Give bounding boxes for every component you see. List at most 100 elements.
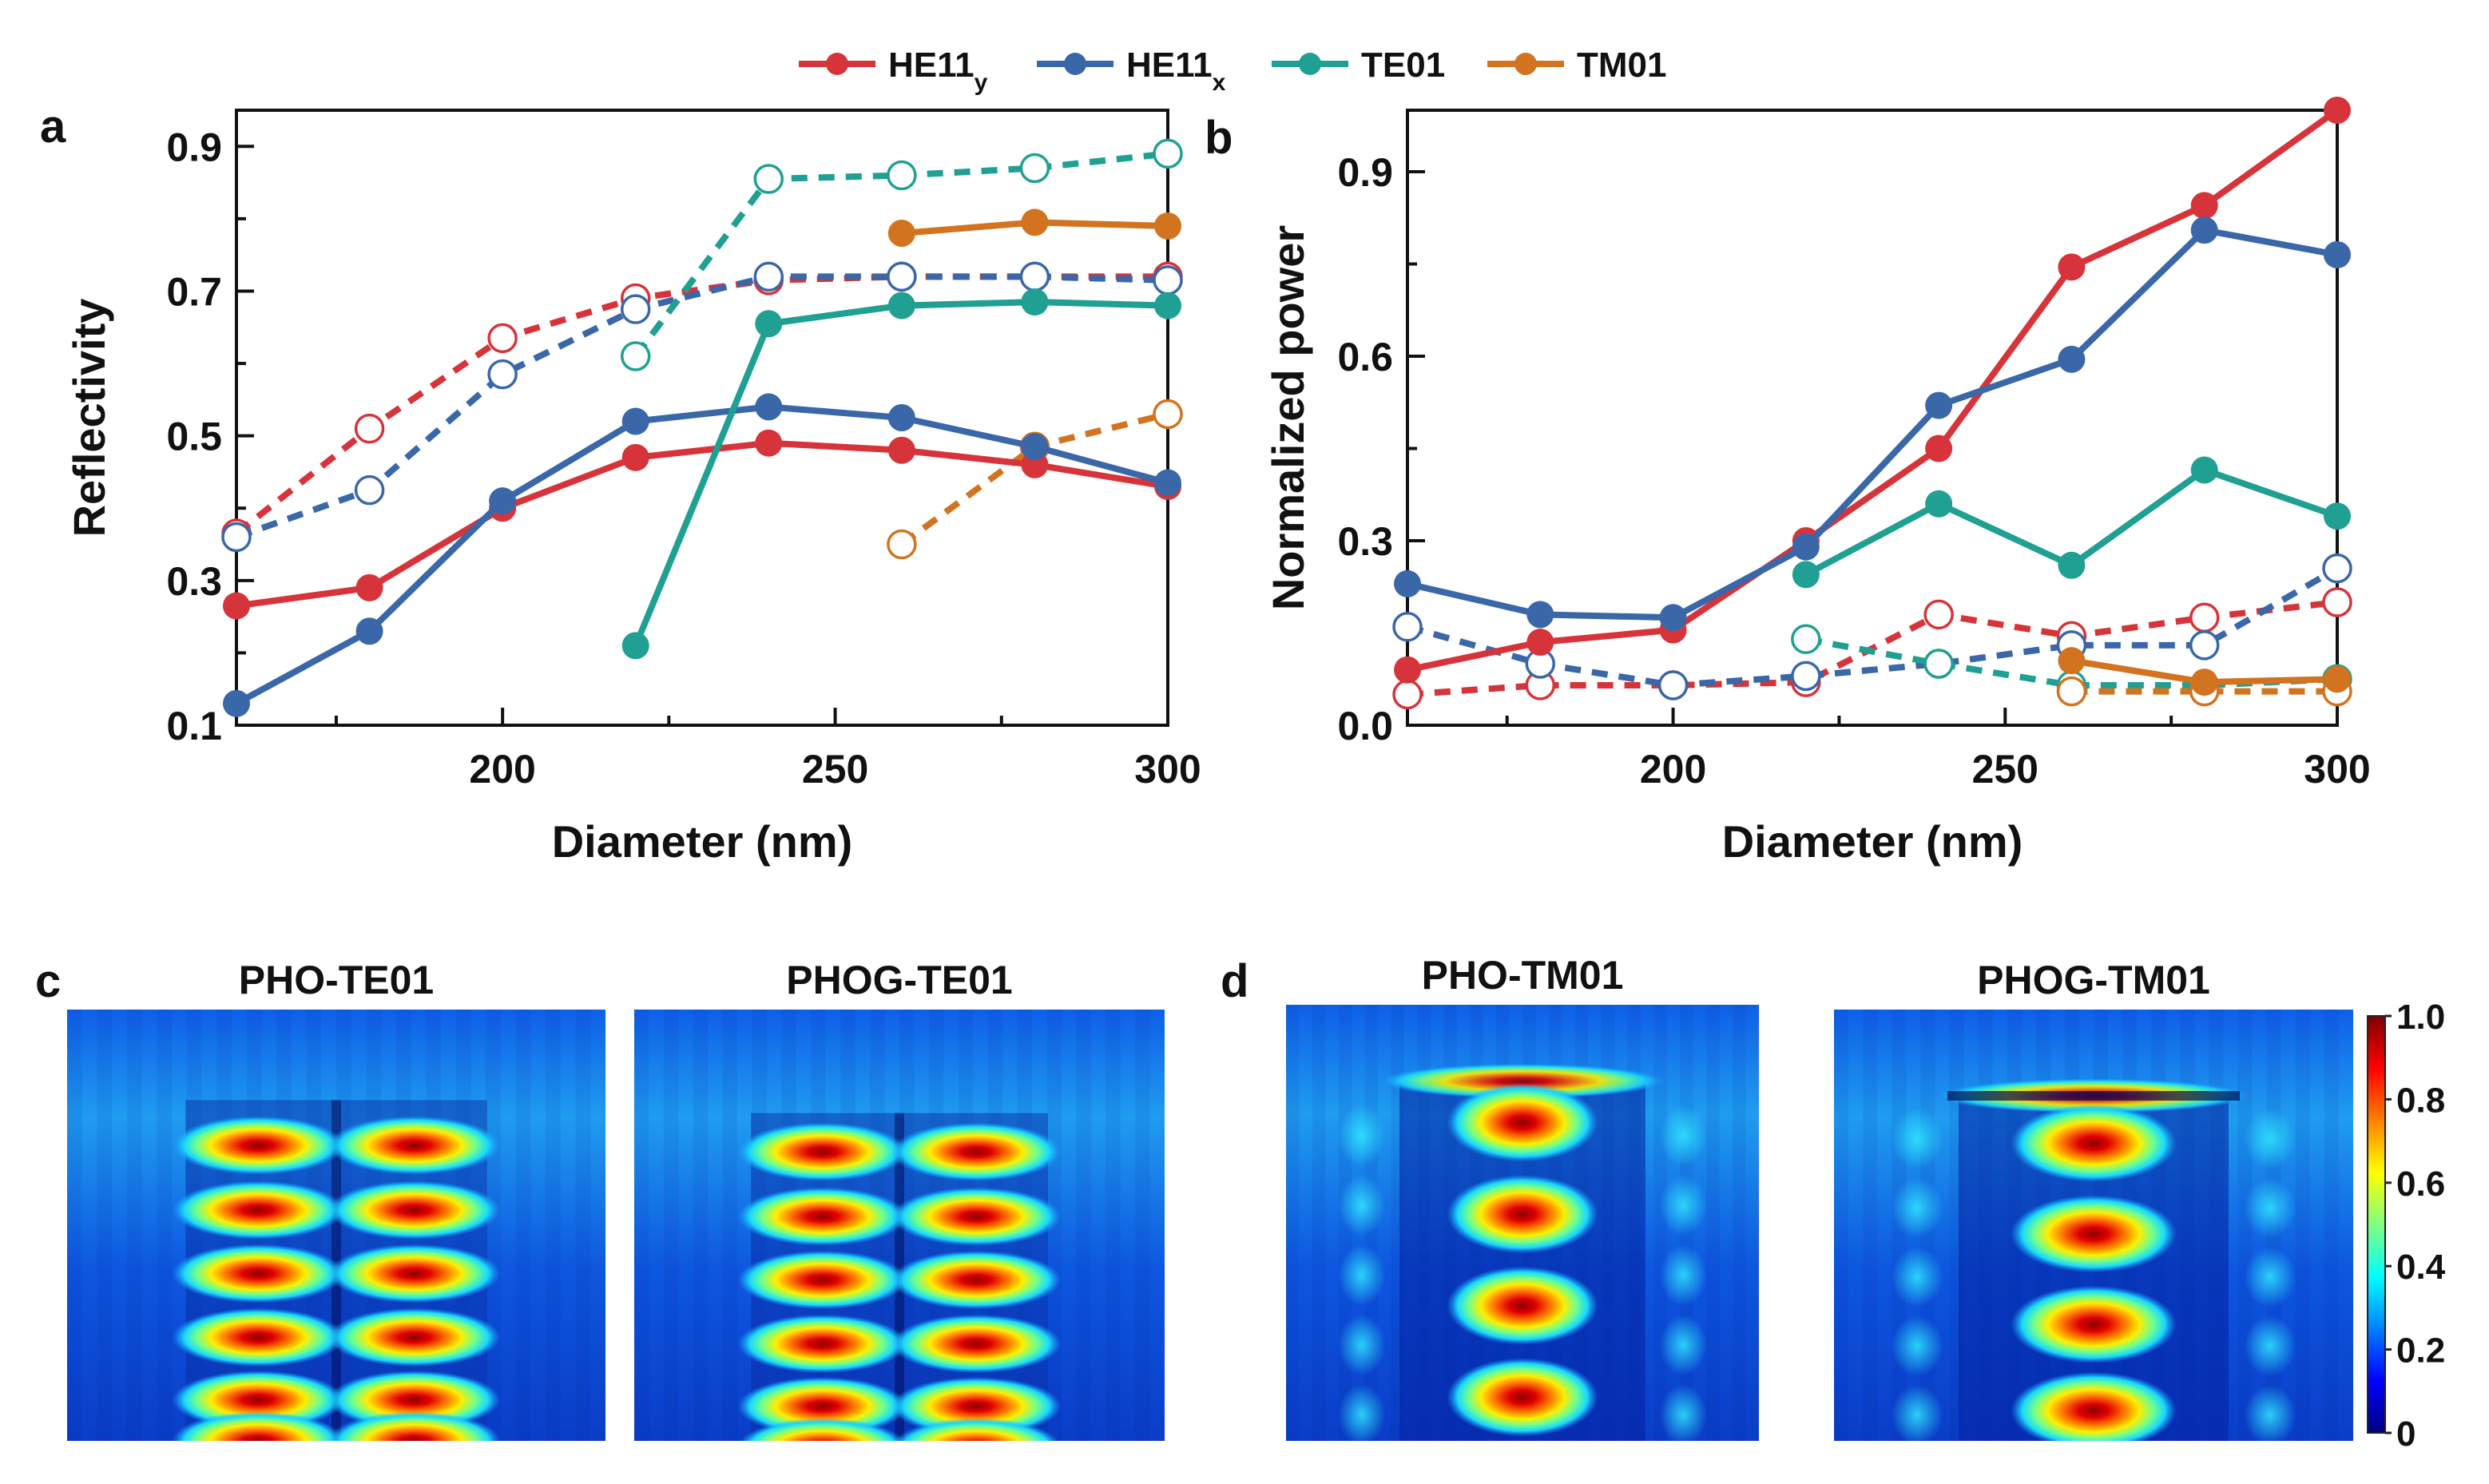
field-lobe (2011, 1104, 2177, 1182)
data-point (1021, 433, 1049, 461)
data-point (1154, 212, 1181, 240)
field-lobe (328, 1116, 501, 1175)
field-lobe (328, 1370, 501, 1430)
legend: HE11y HE11x TE01 TM01 (799, 46, 1666, 96)
data-point (1153, 265, 1183, 296)
data-point (223, 592, 250, 620)
data-point (887, 220, 915, 247)
data-point (1153, 399, 1183, 430)
field-map-image (67, 1010, 605, 1441)
legend-label-0: HE11y (888, 46, 988, 96)
field-lobe (328, 1244, 501, 1303)
data-point (1923, 649, 1954, 679)
data-point (2190, 669, 2218, 696)
field-lobe (172, 1116, 345, 1175)
field-lobe (172, 1244, 345, 1303)
data-point (755, 393, 783, 421)
field-lobe (737, 1122, 907, 1181)
data-point (2322, 553, 2352, 584)
series-line (1407, 107, 2340, 673)
data-point (1394, 569, 1421, 597)
data-point (354, 474, 385, 506)
panel-label-d: d (1221, 955, 1248, 1007)
series-TE01-solid (1792, 456, 2351, 589)
y-axis-label: Reflectivity (64, 299, 114, 538)
field-lobe (891, 1376, 1062, 1436)
series-TE01-solid (621, 288, 1181, 660)
field-map-title: PHO-TM01 (1422, 953, 1624, 998)
y-tick-label: 0.3 (1337, 519, 1393, 564)
data-point (1792, 533, 1820, 561)
field-lobe (891, 1187, 1062, 1246)
data-point (221, 522, 252, 553)
data-point (1154, 292, 1181, 319)
field-map-pho-tm01: PHO-TM01 (1286, 953, 1759, 1441)
field-lobe (1447, 1174, 1598, 1254)
field-lobe (328, 1307, 501, 1367)
colorbar-tick-label: 1.0 (2396, 998, 2445, 1037)
data-point (1153, 138, 1183, 169)
legend-marker-1 (1064, 53, 1086, 75)
data-point (1526, 629, 1554, 657)
x-axis-label: Diameter (nm) (552, 816, 853, 867)
field-map-phog-te01: PHOG-TE01 (634, 958, 1165, 1441)
data-point (753, 261, 784, 292)
data-point (887, 436, 915, 464)
data-point (2058, 647, 2086, 675)
data-point (2058, 253, 2086, 281)
data-point (1019, 261, 1050, 292)
legend-label-1: HE11x (1126, 46, 1226, 96)
x-tick-label: 200 (469, 747, 535, 792)
y-tick-label: 0.6 (1337, 335, 1393, 379)
data-point (2324, 665, 2351, 693)
data-point (2324, 240, 2351, 268)
data-point (1791, 661, 1821, 692)
legend-marker-3 (1514, 53, 1537, 75)
data-point (2190, 216, 2218, 244)
data-point (487, 323, 518, 354)
field-lobe (891, 1122, 1062, 1181)
data-point (753, 164, 784, 194)
field-lobe (2011, 1195, 2177, 1273)
data-point (2324, 502, 2351, 530)
x-tick-label: 300 (1134, 747, 1201, 792)
legend-label-3: TM01 (1577, 46, 1666, 85)
field-map-image (1286, 1005, 1759, 1441)
y-tick-label: 0.9 (1337, 150, 1393, 195)
field-lobe (1447, 1083, 1598, 1162)
y-tick-label: 0.7 (166, 269, 222, 314)
x-tick-label: 250 (1972, 747, 2038, 792)
panel-label-b: b (1205, 112, 1233, 164)
data-point (354, 413, 385, 444)
data-point (1394, 656, 1421, 684)
gap-layer (1947, 1091, 2240, 1101)
x-tick-label: 300 (2304, 747, 2370, 792)
data-point (1019, 153, 1050, 184)
data-point (487, 359, 518, 390)
field-lobe (737, 1250, 907, 1310)
series-TE01-dashed (620, 138, 1183, 371)
data-point (887, 160, 917, 191)
data-point (1657, 670, 1689, 700)
colorbar-tick-label: 0.4 (2396, 1248, 2446, 1287)
colorbar-gradient (2367, 1015, 2386, 1434)
colorbar: 1.0 0.8 0.6 0.4 0.2 0 (2367, 998, 2446, 1454)
data-point (355, 617, 383, 645)
y-tick-label: 0.9 (166, 125, 222, 169)
data-point (887, 261, 917, 292)
series-line (1407, 227, 2338, 621)
colorbar-tick-label: 0.6 (2396, 1165, 2445, 1204)
x-tick-label: 200 (1640, 747, 1706, 792)
data-point (2324, 97, 2351, 124)
field-map-image (1834, 1010, 2353, 1441)
field-map-image (634, 1010, 1165, 1441)
data-point (2190, 192, 2218, 220)
data-point (1791, 624, 1821, 654)
field-lobe (2011, 1371, 2177, 1441)
data-point (489, 487, 517, 515)
data-point (1923, 599, 1954, 630)
series-TM01-solid (887, 208, 1181, 247)
data-point (755, 429, 783, 457)
data-point (1526, 601, 1554, 629)
data-point (2322, 587, 2352, 617)
